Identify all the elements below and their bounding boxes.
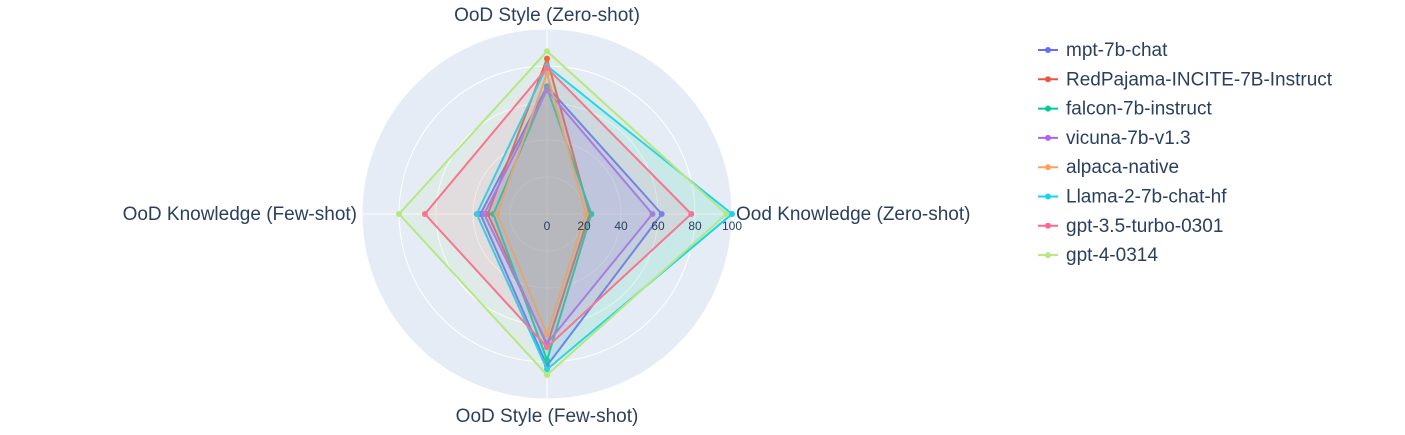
marker <box>544 344 550 351</box>
legend-marker <box>1045 252 1051 259</box>
radial-tick-label: 0 <box>544 219 551 233</box>
legend-item: vicuna-7b-v1.3 <box>1038 128 1191 149</box>
marker <box>588 211 595 217</box>
legend-marker <box>1045 105 1051 112</box>
legend-item: mpt-7b-chat <box>1038 40 1168 61</box>
legend-label: gpt-4-0314 <box>1066 245 1158 266</box>
marker <box>544 331 550 338</box>
legend-item: falcon-7b-instruct <box>1038 99 1212 120</box>
legend-label: gpt-3.5-turbo-0301 <box>1066 216 1223 237</box>
legend-item: alpaca-native <box>1038 157 1179 178</box>
legend-marker <box>1045 222 1051 229</box>
radial-tick-label: 100 <box>722 219 742 233</box>
marker <box>649 211 656 217</box>
category-label: OoD Style (Zero-shot) <box>454 5 640 26</box>
legend-marker <box>1045 47 1051 53</box>
marker <box>481 211 488 217</box>
marker <box>544 366 550 373</box>
marker <box>473 211 480 217</box>
radial-tick-label: 60 <box>651 219 665 233</box>
marker <box>688 211 695 217</box>
legend-marker <box>1045 164 1051 171</box>
radial-tick-label: 80 <box>688 219 702 233</box>
marker <box>421 211 428 217</box>
marker <box>544 357 550 364</box>
legend-label: falcon-7b-instruct <box>1066 99 1212 120</box>
legend-item: gpt-3.5-turbo-0301 <box>1038 216 1223 237</box>
legend-item: gpt-4-0314 <box>1038 245 1158 266</box>
marker <box>582 211 589 217</box>
legend-label: mpt-7b-chat <box>1066 40 1168 61</box>
legend-label: RedPajama-INCITE-7B-Instruct <box>1066 69 1333 90</box>
category-label: Ood Knowledge (Zero-shot) <box>736 204 970 225</box>
category-label: OoD Knowledge (Few-shot) <box>123 204 357 225</box>
marker <box>544 64 550 71</box>
marker <box>544 70 550 77</box>
marker <box>544 55 550 62</box>
legend-label: alpaca-native <box>1066 157 1179 178</box>
legend-item: Llama-2-7b-chat-hf <box>1038 187 1227 208</box>
marker <box>396 211 402 217</box>
marker <box>544 87 550 94</box>
radial-tick-label: 40 <box>614 219 628 233</box>
marker <box>658 211 665 217</box>
legend-marker <box>1045 76 1051 83</box>
legend-marker <box>1045 134 1051 141</box>
category-label: OoD Style (Few-shot) <box>456 406 639 427</box>
radial-tick-label: 20 <box>577 219 591 233</box>
marker <box>723 211 730 217</box>
marker <box>544 48 550 55</box>
marker <box>729 211 735 217</box>
marker <box>544 371 550 378</box>
legend-item: RedPajama-INCITE-7B-Instruct <box>1038 69 1333 90</box>
legend-label: Llama-2-7b-chat-hf <box>1066 187 1227 208</box>
marker <box>494 211 501 217</box>
legend-marker <box>1045 193 1051 200</box>
legend-label: vicuna-7b-v1.3 <box>1066 128 1191 149</box>
